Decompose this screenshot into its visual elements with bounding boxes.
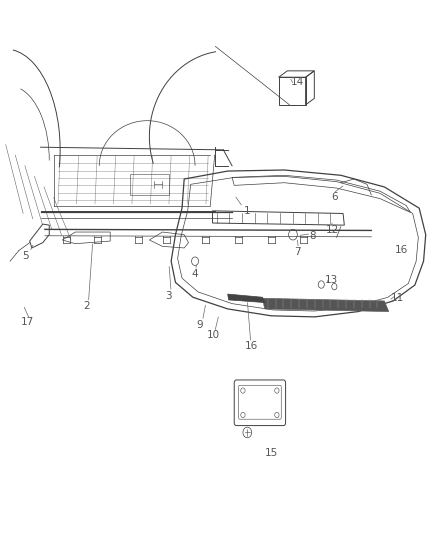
Text: 15: 15	[265, 448, 278, 458]
Text: 16: 16	[395, 245, 408, 255]
Text: 12: 12	[325, 225, 339, 236]
Text: 10: 10	[207, 330, 220, 341]
Text: 16: 16	[245, 341, 258, 351]
Polygon shape	[228, 294, 265, 303]
Polygon shape	[262, 298, 389, 312]
Text: 6: 6	[331, 191, 338, 201]
Text: 7: 7	[294, 247, 300, 257]
Text: 8: 8	[309, 231, 316, 241]
Bar	[130, 174, 169, 195]
Text: 14: 14	[291, 77, 304, 87]
Text: 9: 9	[196, 320, 203, 330]
Text: 1: 1	[244, 206, 251, 216]
Text: 17: 17	[21, 317, 34, 327]
Bar	[279, 77, 306, 105]
Text: 13: 13	[325, 274, 338, 285]
Text: 11: 11	[391, 293, 404, 303]
Text: 5: 5	[22, 251, 28, 261]
Text: 3: 3	[166, 290, 172, 301]
Text: 2: 2	[83, 301, 89, 311]
Text: 4: 4	[192, 270, 198, 279]
